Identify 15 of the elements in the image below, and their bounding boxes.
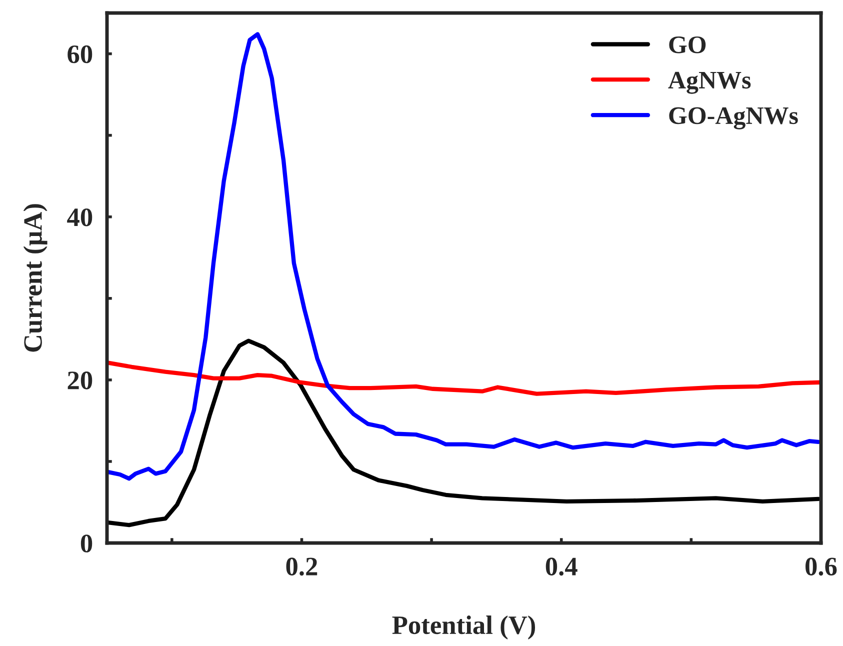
line-series xyxy=(107,338,820,528)
y-tick-label: 60 xyxy=(68,45,92,64)
x-tick-label: 0.6 xyxy=(806,558,837,576)
y-tick-label: 20 xyxy=(68,372,92,390)
line-series xyxy=(107,32,820,481)
line-series xyxy=(107,360,821,396)
legend-label: AgNWs xyxy=(668,72,751,94)
y-axis-title: Current (μA) xyxy=(23,204,48,352)
x-tick-label: 0.2 xyxy=(286,558,318,576)
y-tick-label: 0 xyxy=(80,534,92,552)
x-axis-title: Potential (V) xyxy=(392,616,536,640)
legend-label: GO-AgNWs xyxy=(669,107,798,130)
y-tick-label: 40 xyxy=(67,208,92,226)
x-tick-label: 0.4 xyxy=(546,558,578,576)
legend-label: GO xyxy=(669,36,706,54)
